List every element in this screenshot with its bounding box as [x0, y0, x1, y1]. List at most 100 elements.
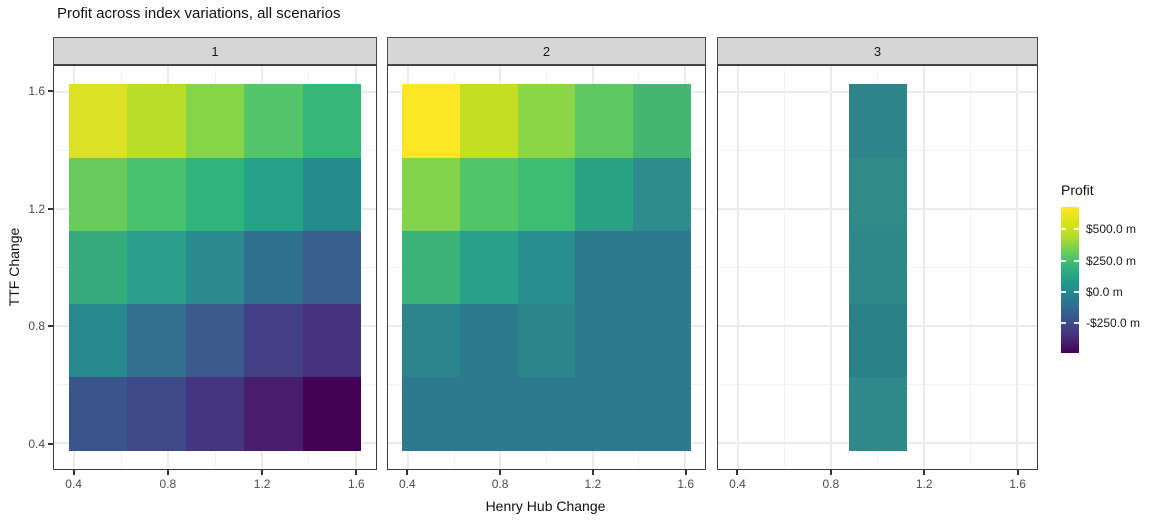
facet-strip-label: 3 — [873, 43, 882, 59]
major-gridline-vertical — [737, 66, 740, 469]
legend-tick-label: $250.0 m — [1086, 253, 1137, 268]
y-tick-label: 0.4 — [28, 437, 45, 452]
major-gridline-vertical — [922, 66, 925, 469]
heat-tile — [517, 157, 576, 231]
heat-tile — [127, 377, 186, 451]
x-tick-label: 0.8 — [491, 477, 509, 491]
x-tick-label: 1.6 — [677, 477, 695, 491]
heat-tile — [127, 304, 186, 378]
heat-tile — [244, 230, 303, 305]
heat-tile — [244, 304, 303, 378]
x-axis-tick — [736, 470, 739, 475]
legend-title: Profit — [1061, 182, 1094, 198]
legend-tick-label: $0.0 m — [1086, 284, 1123, 299]
x-axis-tick — [684, 470, 687, 475]
heat-tile — [302, 304, 362, 378]
heat-tile — [68, 304, 128, 378]
y-tick-label: 1.6 — [28, 83, 45, 98]
heat-tile — [185, 304, 245, 378]
y-axis-tick — [48, 443, 53, 446]
x-axis-tick — [499, 470, 502, 475]
x-axis-tick — [355, 470, 358, 475]
x-axis-tick — [923, 470, 926, 475]
heat-tile — [460, 230, 518, 305]
heat-tile — [127, 157, 186, 231]
legend-tick-mark — [1061, 290, 1066, 293]
heat-tile — [302, 157, 362, 231]
heat-tile — [517, 230, 576, 305]
heat-tile — [127, 84, 186, 158]
facet-strip: 2 — [387, 37, 706, 65]
x-tick-label: 0.4 — [398, 477, 416, 491]
facet-panel — [717, 65, 1038, 470]
heat-tile — [632, 377, 691, 451]
heat-tile — [575, 84, 633, 158]
heat-tile — [402, 84, 461, 158]
facet-strip: 1 — [53, 37, 377, 65]
heat-tile — [68, 230, 128, 305]
x-axis-tick — [829, 470, 832, 475]
legend-tick-mark — [1061, 259, 1066, 262]
heat-tile — [575, 230, 633, 305]
heat-tile — [632, 230, 691, 305]
major-gridline-vertical — [1015, 66, 1018, 469]
major-gridline-vertical — [830, 66, 833, 469]
heat-tile — [460, 377, 518, 451]
x-tick-label: 1.2 — [915, 477, 933, 491]
heat-tile — [517, 84, 576, 158]
facet-panel — [53, 65, 377, 470]
heat-tile — [402, 377, 461, 451]
heat-tile — [632, 157, 691, 231]
x-tick-label: 1.2 — [584, 477, 602, 491]
heat-tile — [244, 84, 303, 158]
x-axis-tick — [1016, 470, 1019, 475]
heat-tile — [402, 304, 461, 378]
heat-tile — [402, 157, 461, 231]
x-axis-tick — [406, 470, 409, 475]
y-axis-tick — [48, 325, 53, 328]
heat-tile — [632, 304, 691, 378]
x-axis-tick — [166, 470, 169, 475]
x-axis-title: Henry Hub Change — [485, 498, 606, 514]
legend-tick-mark — [1074, 322, 1079, 325]
legend-tick-mark — [1074, 290, 1079, 293]
heat-tile — [185, 230, 245, 305]
heat-tile — [460, 304, 518, 378]
y-axis-tick — [48, 89, 53, 92]
x-tick-label: 1.2 — [253, 477, 271, 491]
y-axis-title: TTF Change — [6, 227, 22, 307]
heat-tile — [244, 157, 303, 231]
heat-tile — [402, 230, 461, 305]
legend-tick-label: $500.0 m — [1086, 222, 1137, 237]
x-tick-label: 0.8 — [159, 477, 177, 491]
x-axis-tick — [591, 470, 594, 475]
heat-tile — [848, 304, 907, 378]
facet-strip: 3 — [717, 37, 1038, 65]
legend-tick-mark — [1074, 228, 1079, 231]
heat-tile — [302, 377, 362, 451]
heat-tile — [848, 377, 907, 451]
heat-tile — [68, 157, 128, 231]
heat-tile — [302, 230, 362, 305]
x-tick-label: 0.8 — [822, 477, 840, 491]
heat-tile — [185, 377, 245, 451]
legend-colorbar — [1061, 207, 1079, 353]
x-tick-label: 0.4 — [729, 477, 746, 491]
facet-panel — [387, 65, 706, 470]
heat-tile — [68, 84, 128, 158]
facet-strip-label: 2 — [542, 43, 551, 59]
heat-tile — [848, 230, 907, 305]
heat-tile — [185, 84, 245, 158]
heat-tile — [517, 377, 576, 451]
heat-tile — [575, 304, 633, 378]
legend-tick-mark — [1061, 322, 1066, 325]
y-axis-tick — [48, 207, 53, 210]
heat-tile — [848, 157, 907, 231]
heat-tile — [244, 377, 303, 451]
heat-tile — [127, 230, 186, 305]
heat-tile — [68, 377, 128, 451]
legend-tick-label: -$250.0 m — [1086, 316, 1141, 331]
heat-tile — [575, 157, 633, 231]
legend-tick-mark — [1074, 259, 1079, 262]
